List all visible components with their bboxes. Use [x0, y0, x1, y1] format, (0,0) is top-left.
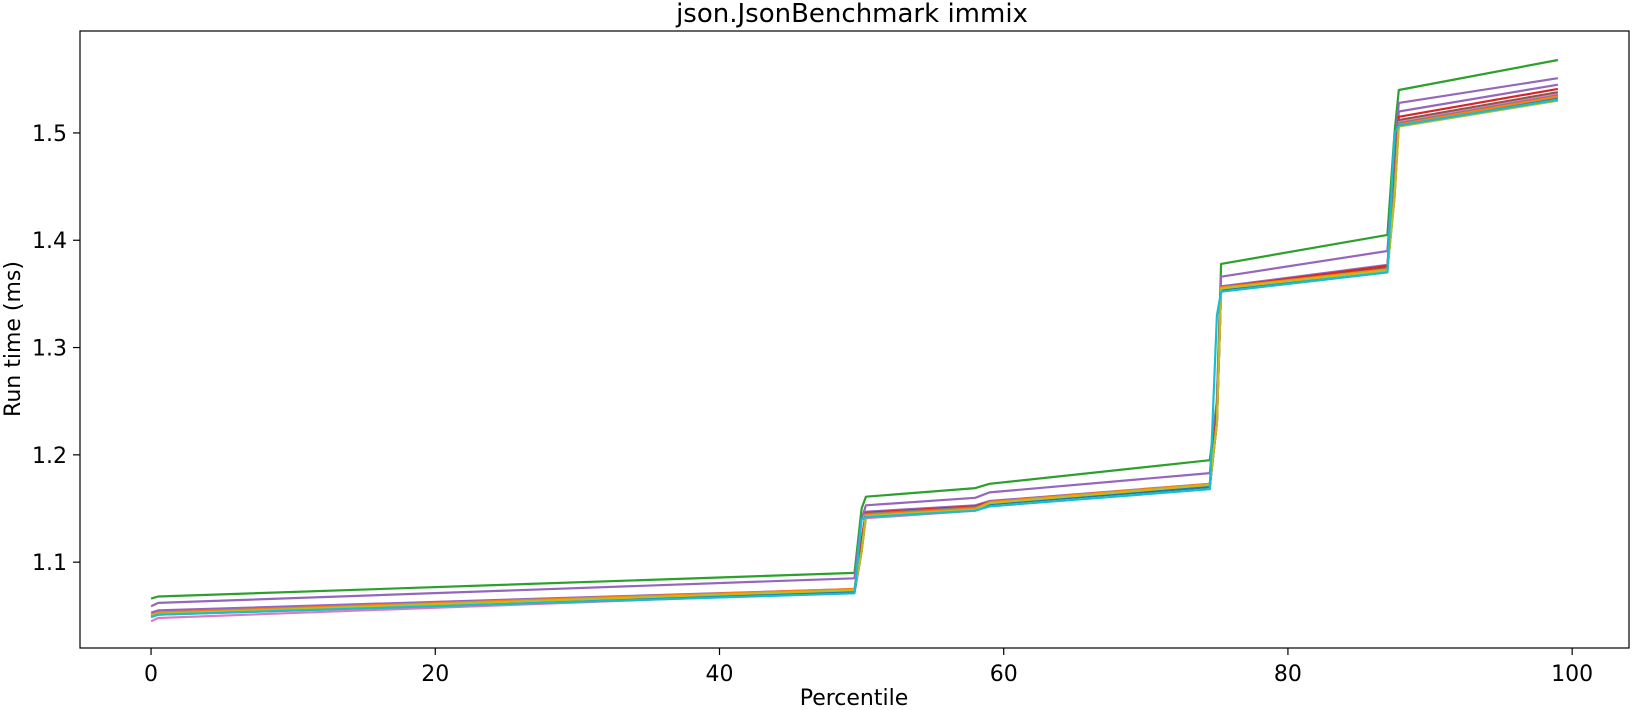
x-tick-label: 20	[421, 662, 449, 687]
chart-title: json.JsonBenchmark immix	[675, 0, 1028, 29]
series-line-8	[150, 96, 1559, 618]
series-line-6	[150, 93, 1559, 623]
series-line-4	[150, 87, 1559, 616]
series-line-11	[150, 98, 1559, 618]
series-layer	[150, 58, 1559, 623]
y-axis-title: Run time (ms)	[1, 261, 26, 417]
plot-frame	[79, 30, 1630, 649]
x-tick-label: 40	[705, 662, 733, 687]
x-axis-title: Percentile	[800, 686, 909, 710]
series-line-1	[150, 58, 1559, 600]
series-line-5	[150, 91, 1559, 617]
x-tick-label: 0	[144, 662, 158, 687]
y-tick-label: 1.1	[32, 551, 67, 576]
x-tick-label: 80	[1274, 662, 1302, 687]
series-line-10	[150, 99, 1559, 617]
y-tick-label: 1.5	[32, 122, 67, 147]
x-axis: 0 20 40 60 80 100	[144, 648, 1593, 687]
y-tick-label: 1.3	[32, 337, 67, 362]
y-tick-label: 1.2	[32, 444, 67, 469]
x-tick-label: 100	[1551, 662, 1593, 687]
y-tick-label: 1.4	[32, 229, 67, 254]
series-line-3	[150, 83, 1559, 614]
series-line-7	[150, 94, 1559, 617]
series-line-2	[150, 77, 1559, 608]
y-axis: 1.1 1.2 1.3 1.4 1.5	[32, 122, 80, 576]
series-line-9	[150, 95, 1559, 616]
x-tick-label: 60	[990, 662, 1018, 687]
